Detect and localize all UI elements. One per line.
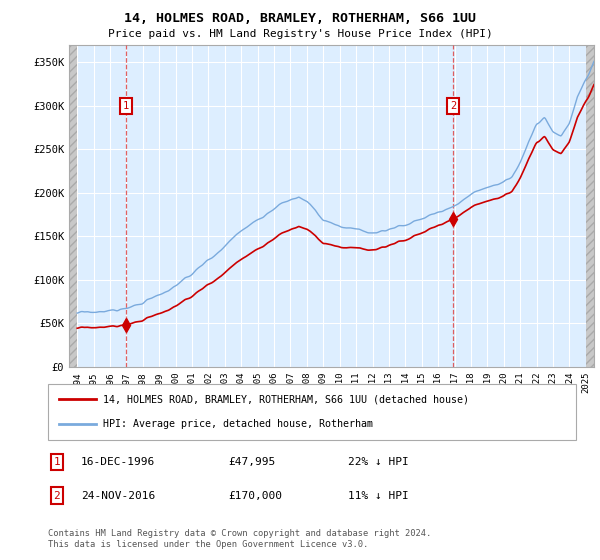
Text: 24-NOV-2016: 24-NOV-2016 [81, 491, 155, 501]
Text: HPI: Average price, detached house, Rotherham: HPI: Average price, detached house, Roth… [103, 419, 373, 429]
Text: 1: 1 [53, 457, 61, 467]
Bar [586, 45, 594, 367]
Text: Price paid vs. HM Land Registry's House Price Index (HPI): Price paid vs. HM Land Registry's House … [107, 29, 493, 39]
Text: 11% ↓ HPI: 11% ↓ HPI [348, 491, 409, 501]
Text: Contains HM Land Registry data © Crown copyright and database right 2024.
This d: Contains HM Land Registry data © Crown c… [48, 529, 431, 549]
Bar [69, 45, 77, 367]
Text: 2: 2 [450, 101, 456, 111]
Text: 16-DEC-1996: 16-DEC-1996 [81, 457, 155, 467]
Text: 2: 2 [53, 491, 61, 501]
Text: 14, HOLMES ROAD, BRAMLEY, ROTHERHAM, S66 1UU (detached house): 14, HOLMES ROAD, BRAMLEY, ROTHERHAM, S66… [103, 394, 469, 404]
Text: 22% ↓ HPI: 22% ↓ HPI [348, 457, 409, 467]
Text: £47,995: £47,995 [228, 457, 275, 467]
Text: 14, HOLMES ROAD, BRAMLEY, ROTHERHAM, S66 1UU: 14, HOLMES ROAD, BRAMLEY, ROTHERHAM, S66… [124, 12, 476, 25]
Text: £170,000: £170,000 [228, 491, 282, 501]
Text: 1: 1 [122, 101, 129, 111]
FancyBboxPatch shape [48, 384, 576, 440]
